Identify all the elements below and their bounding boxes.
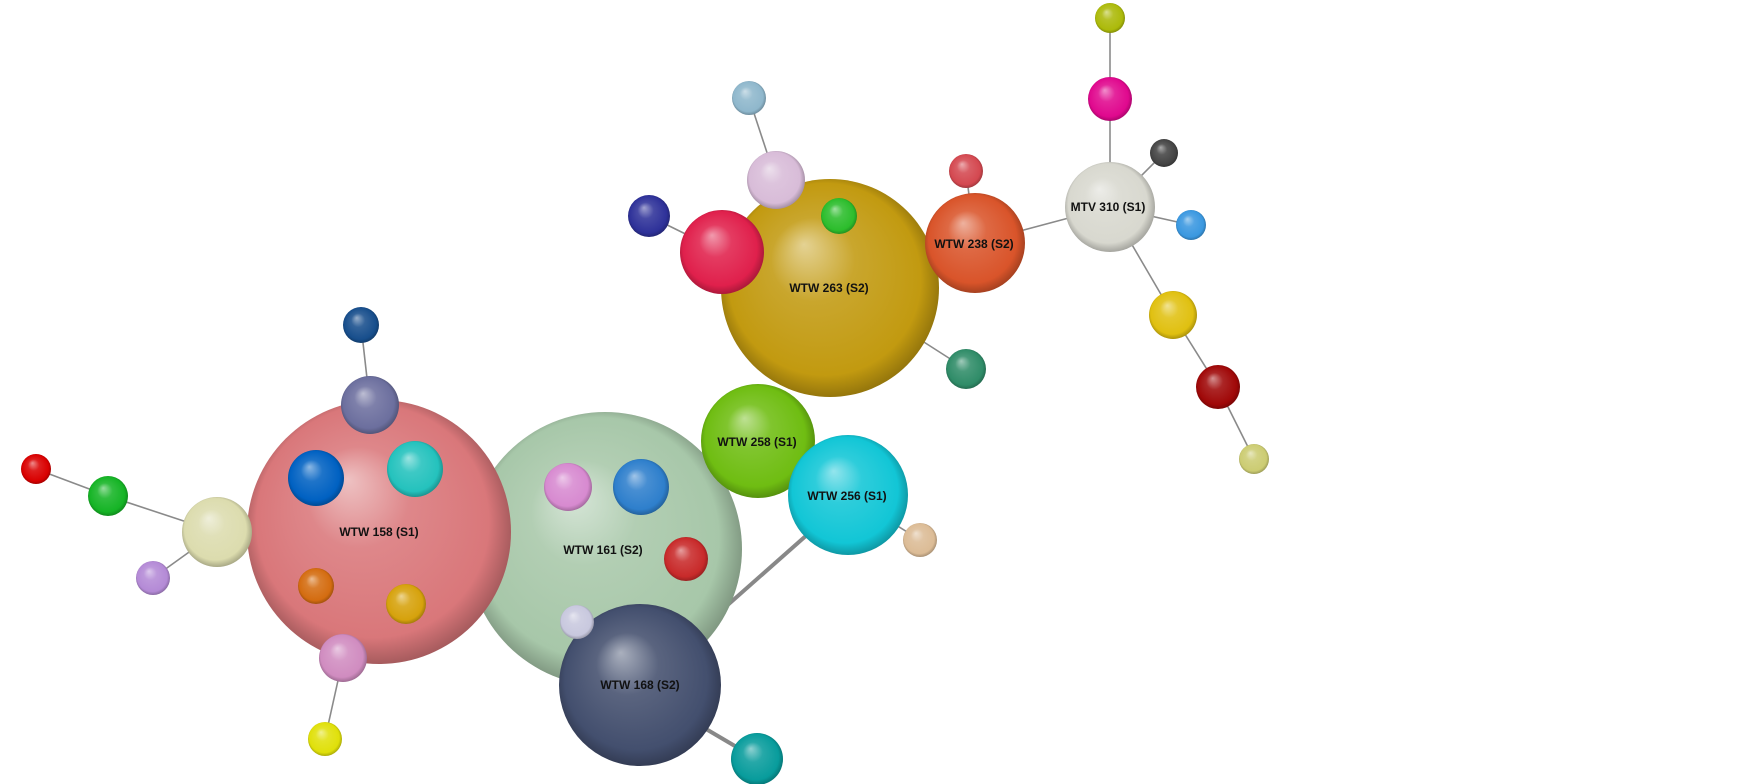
- node-label-wtw-238: WTW 238 (S2): [934, 237, 1013, 251]
- satellite-node[interactable]: [182, 497, 252, 567]
- satellite-node[interactable]: [680, 210, 764, 294]
- node-label-wtw-161: WTW 161 (S2): [563, 543, 642, 557]
- node-wtw-238[interactable]: [925, 193, 1025, 293]
- satellite-node[interactable]: [903, 523, 937, 557]
- node-label-wtw-263: WTW 263 (S2): [789, 281, 868, 295]
- node-wtw-258[interactable]: [701, 384, 815, 498]
- satellite-node[interactable]: [1196, 365, 1240, 409]
- satellite-node[interactable]: [747, 151, 805, 209]
- satellite-node[interactable]: [949, 154, 983, 188]
- satellite-node[interactable]: [732, 81, 766, 115]
- node-label-wtw-256: WTW 256 (S1): [807, 489, 886, 503]
- satellite-node[interactable]: [319, 634, 367, 682]
- satellite-node[interactable]: [664, 537, 708, 581]
- satellite-node[interactable]: [341, 376, 399, 434]
- satellite-node[interactable]: [1095, 3, 1125, 33]
- satellite-node[interactable]: [613, 459, 669, 515]
- satellite-node[interactable]: [288, 450, 344, 506]
- satellite-node[interactable]: [298, 568, 334, 604]
- node-label-mtv-310: MTV 310 (S1): [1071, 200, 1146, 214]
- node-mtv-310[interactable]: [1065, 162, 1155, 252]
- satellite-nodes: [21, 3, 1269, 784]
- satellite-node[interactable]: [308, 722, 342, 756]
- satellite-node[interactable]: [821, 198, 857, 234]
- satellite-node[interactable]: [88, 476, 128, 516]
- satellite-node[interactable]: [731, 733, 783, 784]
- satellite-node[interactable]: [628, 195, 670, 237]
- node-label-wtw-258: WTW 258 (S1): [717, 435, 796, 449]
- node-label-wtw-158: WTW 158 (S1): [339, 525, 418, 539]
- satellite-node[interactable]: [560, 605, 594, 639]
- satellite-node[interactable]: [387, 441, 443, 497]
- satellite-node[interactable]: [21, 454, 51, 484]
- edge: [720, 532, 810, 612]
- satellite-node[interactable]: [386, 584, 426, 624]
- satellite-node[interactable]: [1239, 444, 1269, 474]
- node-wtw-168[interactable]: [559, 604, 721, 766]
- satellite-node[interactable]: [1150, 139, 1178, 167]
- satellite-node[interactable]: [1149, 291, 1197, 339]
- satellite-node[interactable]: [544, 463, 592, 511]
- node-labels: WTW 158 (S1) WTW 161 (S2) WTW 168 (S2) W…: [339, 200, 1145, 692]
- satellite-node[interactable]: [1088, 77, 1132, 121]
- node-label-wtw-168: WTW 168 (S2): [600, 678, 679, 692]
- node-wtw-263[interactable]: [721, 179, 939, 397]
- satellite-node[interactable]: [946, 349, 986, 389]
- satellite-node[interactable]: [136, 561, 170, 595]
- satellite-node[interactable]: [343, 307, 379, 343]
- satellite-node[interactable]: [1176, 210, 1206, 240]
- node-wtw-256[interactable]: [788, 435, 908, 555]
